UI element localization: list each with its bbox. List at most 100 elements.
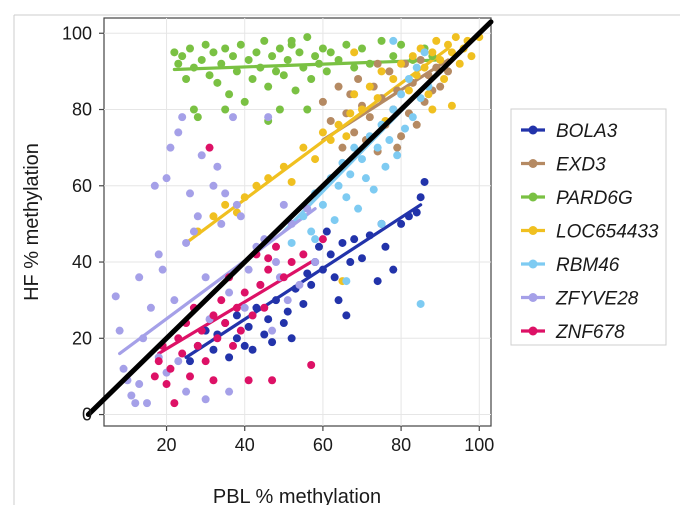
- data-point: [315, 242, 323, 251]
- legend-label: PARD6G: [556, 188, 633, 209]
- data-point: [260, 303, 269, 312]
- data-point: [416, 94, 425, 103]
- data-point: [307, 360, 316, 369]
- data-point: [318, 265, 327, 274]
- y-tick-label: 20: [72, 328, 92, 348]
- data-point: [252, 181, 261, 190]
- data-point: [272, 242, 280, 251]
- data-point: [444, 67, 452, 76]
- data-point: [236, 212, 245, 221]
- data-point: [346, 170, 355, 179]
- data-point: [264, 315, 273, 324]
- data-point: [447, 48, 456, 57]
- data-point: [358, 254, 366, 263]
- data-point: [221, 189, 230, 198]
- data-points: [111, 33, 484, 408]
- data-point: [365, 113, 374, 122]
- data-point: [315, 59, 323, 68]
- data-point: [178, 349, 187, 358]
- data-point: [268, 376, 277, 385]
- data-point: [287, 258, 296, 267]
- data-point: [358, 155, 366, 164]
- data-point: [205, 143, 214, 152]
- data-point: [209, 345, 218, 354]
- data-point: [197, 55, 206, 64]
- data-point: [393, 143, 402, 152]
- data-point: [334, 55, 343, 64]
- data-point: [377, 219, 386, 228]
- data-point: [389, 75, 398, 84]
- data-point: [416, 193, 425, 202]
- data-point: [318, 97, 327, 106]
- trend-line: [172, 58, 442, 72]
- data-point: [428, 48, 437, 57]
- data-point: [412, 120, 421, 129]
- data-point: [401, 124, 409, 133]
- data-point: [146, 303, 155, 312]
- data-point: [307, 227, 316, 236]
- data-point: [256, 280, 265, 289]
- data-point: [232, 303, 241, 312]
- data-point: [350, 63, 359, 72]
- data-point: [240, 341, 249, 350]
- data-point: [303, 204, 312, 213]
- data-point: [451, 33, 460, 42]
- data-point: [150, 181, 159, 190]
- data-point: [252, 48, 261, 57]
- data-point: [244, 265, 253, 274]
- data-point: [193, 212, 202, 221]
- data-point: [334, 181, 343, 190]
- data-point: [440, 75, 449, 84]
- data-point: [326, 48, 335, 57]
- data-point: [350, 90, 359, 99]
- data-point: [221, 319, 230, 328]
- legend-swatch-dot: [528, 226, 538, 235]
- data-point: [139, 334, 148, 343]
- data-point: [287, 334, 296, 343]
- data-point: [365, 82, 374, 91]
- data-point: [213, 78, 222, 87]
- data-point: [318, 128, 327, 137]
- data-point: [287, 177, 296, 186]
- identity-line-mark: [85, 19, 494, 418]
- y-axis-ticks: 0 20 40 60 80 100: [62, 23, 104, 425]
- data-point: [248, 75, 257, 84]
- data-point: [217, 59, 226, 68]
- data-point: [283, 307, 292, 316]
- x-tick-label: 40: [235, 435, 255, 455]
- y-tick-label: 100: [62, 23, 92, 43]
- data-point: [424, 71, 433, 80]
- y-tick-label: 40: [72, 252, 92, 272]
- x-tick-label: 100: [464, 435, 494, 455]
- data-point: [346, 258, 355, 267]
- data-point: [248, 311, 257, 320]
- data-point: [166, 364, 175, 373]
- data-point: [236, 40, 245, 49]
- data-point: [303, 269, 312, 278]
- y-tick-label: 80: [72, 100, 92, 120]
- data-point: [186, 44, 194, 53]
- data-point: [307, 280, 316, 289]
- data-point: [393, 151, 402, 160]
- data-point: [397, 132, 406, 141]
- data-point: [244, 322, 253, 331]
- data-point: [397, 59, 406, 68]
- data-point: [350, 143, 359, 152]
- data-point: [295, 48, 304, 57]
- data-point: [272, 296, 280, 305]
- data-point: [385, 67, 394, 76]
- data-point: [221, 44, 230, 53]
- data-point: [404, 86, 413, 95]
- data-point: [221, 105, 230, 114]
- legend-swatch-dot: [528, 159, 538, 168]
- data-point: [264, 254, 273, 263]
- data-point: [143, 399, 151, 408]
- data-point: [365, 231, 374, 240]
- data-point: [342, 193, 351, 202]
- data-point: [260, 36, 269, 45]
- data-point: [420, 177, 429, 186]
- data-point: [236, 326, 245, 335]
- data-point: [135, 380, 144, 389]
- data-point: [264, 265, 273, 274]
